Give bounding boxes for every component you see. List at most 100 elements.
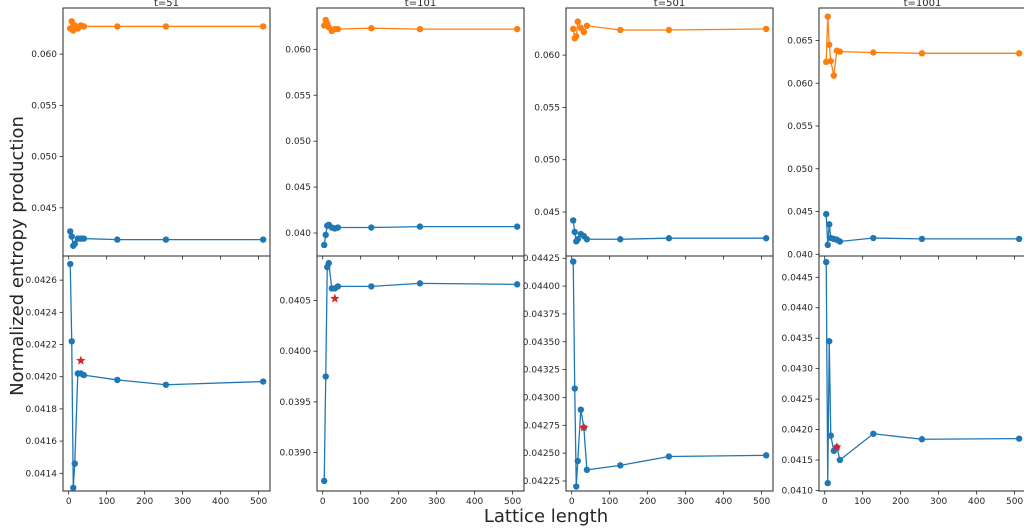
data-point [334, 283, 342, 290]
panel-title: t=1001 [904, 0, 942, 9]
data-point [1015, 50, 1023, 57]
y-tick-label: 0.04350 [523, 338, 560, 348]
data-point [762, 25, 770, 33]
data-point [570, 25, 577, 33]
panel-title: t=51 [154, 0, 179, 9]
x-tick-label: 500 [504, 497, 521, 507]
data-point [70, 484, 77, 491]
y-tick-label: 0.050 [787, 165, 813, 175]
subplot-panel: t=51 0.045 0.050 0.055 0.060 [31, 0, 271, 260]
y-tick-label: 0.0420 [782, 426, 814, 436]
y-tick-label: 0.0430 [782, 365, 814, 375]
data-point [617, 462, 624, 469]
y-tick-label: 0.0400 [280, 347, 312, 357]
data-point [836, 456, 844, 464]
x-tick-label: 0 [320, 497, 326, 507]
data-point [665, 26, 673, 34]
subplot-panel: t=101 0.040 0.045 0.050 0.055 0.060 [285, 0, 525, 260]
x-tick-label: 500 [250, 497, 267, 507]
data-point [67, 228, 74, 235]
y-tick-label: 0.04275 [523, 421, 560, 431]
data-point [826, 338, 833, 345]
data-point [577, 406, 585, 413]
data-point [259, 378, 267, 385]
y-tick-label: 0.055 [31, 101, 57, 111]
x-tick-label: 500 [1006, 497, 1023, 507]
data-point [321, 241, 328, 249]
y-tick-label: 0.04425 [523, 254, 560, 264]
data-point [573, 483, 580, 490]
data-point [321, 477, 328, 485]
data-point [570, 217, 577, 224]
y-tick-label: 0.0405 [280, 297, 312, 307]
y-tick-label: 0.0390 [280, 449, 312, 459]
data-point [513, 25, 521, 33]
data-point [162, 236, 170, 243]
y-tick-label: 0.040 [787, 250, 813, 260]
series-line [825, 16, 1020, 76]
data-point [368, 25, 375, 32]
y-tick-label: 0.0422 [26, 341, 58, 351]
x-tick-label: 0 [66, 497, 72, 507]
y-tick-label: 0.055 [787, 122, 813, 132]
data-point [259, 236, 267, 243]
y-tick-label: 0.040 [285, 229, 311, 239]
axes-frame [62, 7, 271, 257]
axes-frame [316, 7, 525, 257]
y-tick-label: 0.04325 [523, 366, 560, 376]
x-tick-label: 200 [892, 497, 909, 507]
data-point [80, 23, 88, 30]
data-point [918, 50, 926, 57]
x-tick-label: 300 [174, 497, 191, 507]
data-point [836, 238, 844, 245]
y-tick-label: 0.0420 [26, 373, 58, 383]
y-tick-label: 0.050 [285, 137, 311, 147]
y-tick-label: 0.04225 [523, 477, 560, 487]
data-point [665, 453, 673, 460]
data-point [824, 479, 831, 487]
data-point [580, 28, 588, 36]
y-tick-label: 0.04400 [523, 282, 560, 292]
data-point [918, 436, 926, 443]
series-line [323, 262, 518, 481]
axes-frame [565, 255, 774, 492]
data-point [162, 23, 170, 30]
data-point [870, 49, 877, 56]
data-point [334, 25, 342, 33]
y-tick-label: 0.0418 [26, 405, 58, 415]
subplot-panel: 0.0390 0.0395 0.0400 0.0405 0 100 200 300 400 500 [280, 255, 525, 507]
data-point [665, 235, 673, 242]
axes-frame [565, 7, 774, 257]
x-tick-label: 200 [390, 497, 407, 507]
y-tick-label: 0.0435 [782, 334, 814, 344]
data-point [259, 23, 267, 30]
data-point [71, 460, 78, 467]
data-point [513, 223, 521, 230]
data-point [617, 236, 624, 243]
subplot-panel: t=501 0.045 0.050 0.055 0.060 [534, 0, 774, 260]
data-point [762, 235, 770, 242]
data-point [918, 235, 926, 243]
axes-frame [818, 7, 1024, 257]
data-point [67, 260, 74, 268]
y-tick-label: 0.0416 [26, 437, 58, 447]
x-tick-label: 300 [677, 497, 694, 507]
data-point [827, 57, 834, 65]
data-point [368, 283, 375, 290]
highlight-star [579, 422, 589, 432]
x-tick-label: 400 [715, 497, 732, 507]
y-tick-label: 0.050 [534, 156, 560, 166]
y-tick-label: 0.065 [787, 36, 813, 46]
axes-frame [62, 255, 271, 492]
data-point [583, 22, 591, 29]
data-point [617, 26, 624, 34]
data-point [114, 236, 121, 243]
data-point [824, 13, 831, 20]
y-tick-label: 0.045 [787, 208, 813, 218]
data-point [823, 210, 830, 218]
y-tick-label: 0.050 [31, 153, 57, 163]
data-point [583, 466, 591, 474]
data-point [68, 338, 75, 345]
x-tick-label: 200 [136, 497, 153, 507]
